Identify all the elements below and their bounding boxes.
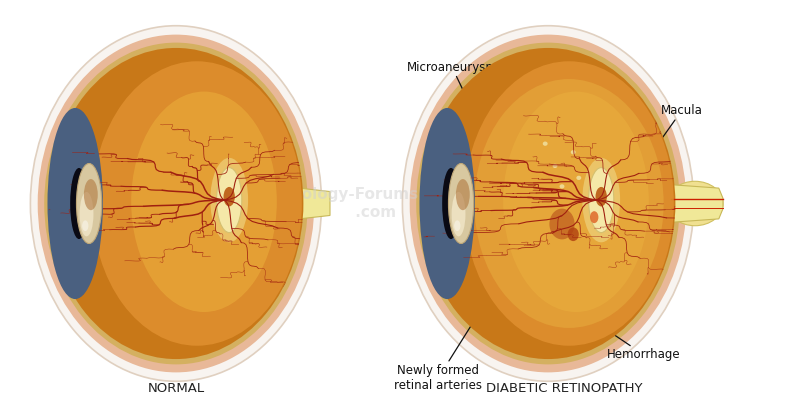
Ellipse shape <box>410 35 686 372</box>
Ellipse shape <box>30 26 322 381</box>
Ellipse shape <box>449 164 474 243</box>
Ellipse shape <box>452 192 466 236</box>
Ellipse shape <box>210 158 248 242</box>
Text: Macula: Macula <box>644 104 702 164</box>
Text: Hemorrhage: Hemorrhage <box>578 310 681 361</box>
Ellipse shape <box>553 164 558 168</box>
Ellipse shape <box>590 211 598 223</box>
Ellipse shape <box>464 61 674 346</box>
Ellipse shape <box>402 26 694 381</box>
Ellipse shape <box>570 150 576 154</box>
Ellipse shape <box>76 112 90 295</box>
Ellipse shape <box>217 168 242 232</box>
Ellipse shape <box>503 92 649 312</box>
Text: Macula: Macula <box>195 104 237 167</box>
Ellipse shape <box>667 181 723 226</box>
Ellipse shape <box>223 187 235 206</box>
Ellipse shape <box>84 179 98 210</box>
Ellipse shape <box>416 43 680 364</box>
Ellipse shape <box>421 48 675 359</box>
Ellipse shape <box>454 220 461 231</box>
Text: NORMAL: NORMAL <box>147 382 205 395</box>
Ellipse shape <box>448 112 462 295</box>
Polygon shape <box>671 185 723 222</box>
Ellipse shape <box>70 168 88 239</box>
Ellipse shape <box>568 228 579 241</box>
Ellipse shape <box>582 158 620 242</box>
Ellipse shape <box>38 35 314 372</box>
Ellipse shape <box>595 187 607 206</box>
Ellipse shape <box>550 209 574 239</box>
Ellipse shape <box>47 108 103 299</box>
Ellipse shape <box>44 43 308 364</box>
Ellipse shape <box>589 168 614 232</box>
Ellipse shape <box>456 179 470 210</box>
Ellipse shape <box>82 220 89 231</box>
Ellipse shape <box>80 192 94 236</box>
Text: Retinal arteries: Retinal arteries <box>114 271 214 337</box>
Ellipse shape <box>92 61 302 346</box>
Ellipse shape <box>77 164 102 243</box>
Ellipse shape <box>542 142 548 146</box>
Text: Newly formed
retinal arteries: Newly formed retinal arteries <box>394 290 494 392</box>
Ellipse shape <box>576 176 582 180</box>
Text: Microaneurysm: Microaneurysm <box>406 61 498 122</box>
Ellipse shape <box>559 184 565 188</box>
Text: Biology-Forums
         .com: Biology-Forums .com <box>286 187 418 220</box>
Polygon shape <box>299 188 330 219</box>
Ellipse shape <box>442 168 460 239</box>
Ellipse shape <box>49 48 303 359</box>
Ellipse shape <box>419 108 475 299</box>
Text: DIABETIC RETINOPATHY: DIABETIC RETINOPATHY <box>486 382 642 395</box>
Ellipse shape <box>474 79 664 328</box>
Ellipse shape <box>131 92 277 312</box>
